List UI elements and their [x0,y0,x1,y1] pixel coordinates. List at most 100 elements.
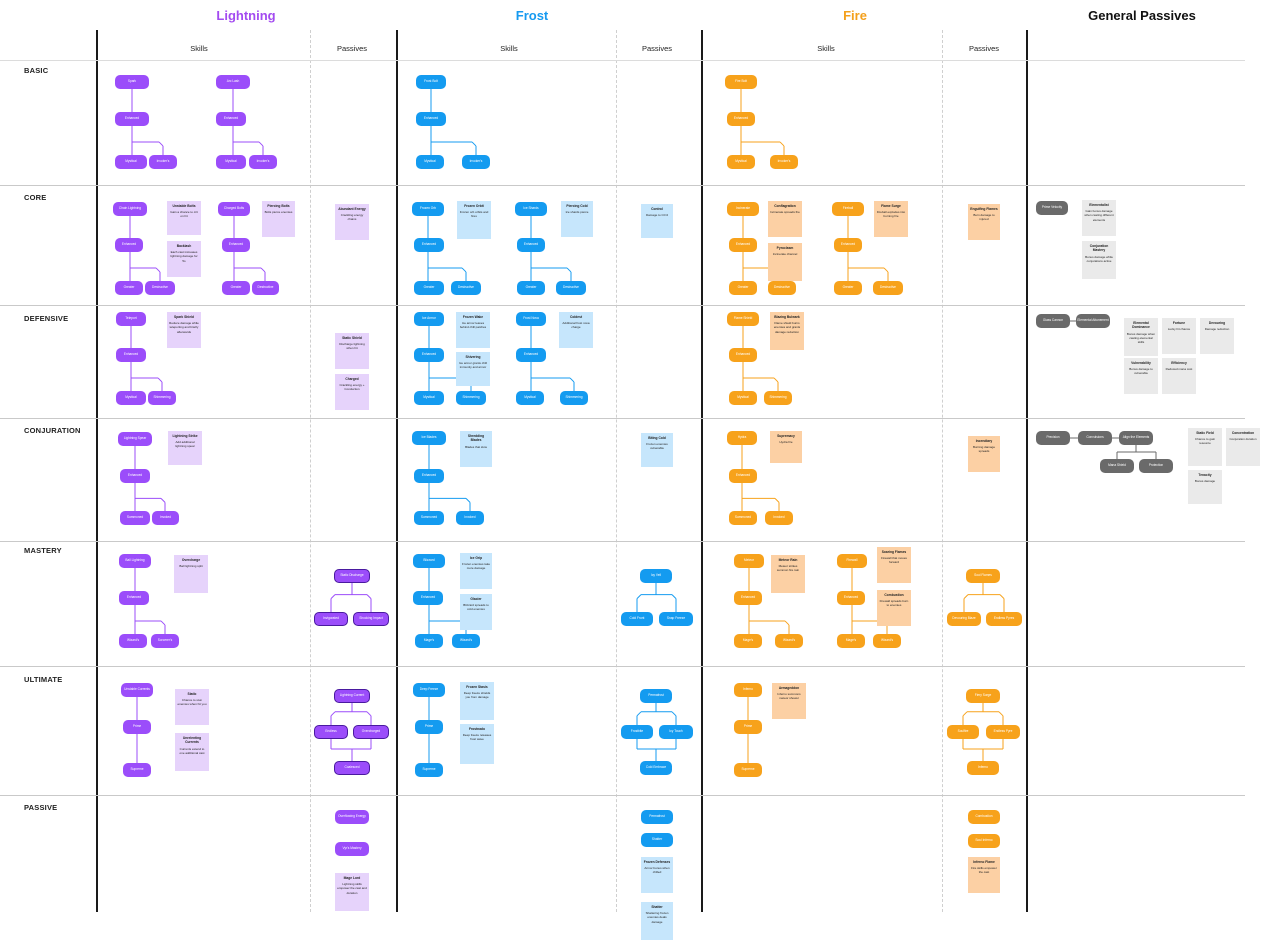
passive-note[interactable]: Unrelenting Currents Currents extend to o… [175,733,209,771]
passive-node[interactable]: Devouring Blaze [947,612,981,626]
passive-node[interactable]: Soul Inferno [968,834,1000,848]
passive-note[interactable]: Piercing Bolts Bolts pierce enemies [262,201,295,237]
passive-note[interactable]: Meteor Rain Meteor strikes summon fire ra… [771,555,805,593]
skill-node[interactable]: Destructive [556,281,586,295]
passive-note[interactable]: Frostnado Deep freeze releases frost wave [460,724,494,764]
skill-node[interactable]: Meteor [734,554,764,568]
passive-node[interactable]: Vyr's Mastery [335,842,369,856]
skill-node[interactable]: Enhanced [116,348,146,362]
skill-node[interactable]: Enhanced [729,238,757,252]
passive-note[interactable]: Shatter Shattering frozen enemies deals d… [641,902,673,940]
general-passive-note[interactable]: Fortune Lucky hit chance [1162,318,1196,354]
skill-node[interactable]: Mage's [837,634,865,648]
general-passive-note[interactable]: Conjuration Mastery Bonus damage while co… [1082,241,1116,279]
skill-node[interactable]: Summoned [414,511,444,525]
skill-node[interactable]: Ice Armor [414,312,444,326]
passive-note[interactable]: Engulfing Flames Burn damage to injured [968,204,1000,240]
skill-node[interactable]: Invoked [456,511,484,525]
general-passive-node[interactable]: Elemental Attunement [1076,314,1110,328]
passive-node[interactable]: Cold Front [621,612,653,626]
skill-node[interactable]: Prime [734,720,762,734]
skill-node[interactable]: Prime [415,720,443,734]
passive-node[interactable]: Lightning Current [334,689,370,703]
skill-node[interactable]: Invoked [765,511,793,525]
passive-node[interactable]: Icy Touch [659,725,693,739]
passive-node[interactable]: Endless Pyre [986,725,1020,739]
skill-node[interactable]: Wizard's [775,634,803,648]
skill-node[interactable]: Charged Bolts [218,202,250,216]
passive-note[interactable]: Biting Cold Frozen enemies vulnerable [641,433,673,467]
skill-node[interactable]: Enhanced [727,112,755,126]
skill-node[interactable]: Invoker's [770,155,798,169]
skill-node[interactable]: Enhanced [729,469,757,483]
skill-node[interactable]: Greater [222,281,250,295]
skill-node[interactable]: Greater [834,281,862,295]
skill-node[interactable]: Hydra [727,431,757,445]
passive-note[interactable]: Unstable Bolts Gain a chance to crit on h… [167,201,201,235]
skill-node[interactable]: Invoker's [149,155,177,169]
skill-node[interactable]: Enhanced [413,591,443,605]
skill-node[interactable]: Frost Bolt [416,75,446,89]
skill-node[interactable]: Destructive [145,281,175,295]
passive-node[interactable]: Endless [314,725,348,739]
passive-node[interactable]: Endless Pyres [986,612,1022,626]
passive-note[interactable]: Frozen Wake Ice armor leaves behind chill… [456,312,490,348]
passive-note[interactable]: Spark Shield Reduce damage while teleport… [167,312,201,348]
skill-node[interactable]: Greater [729,281,757,295]
skill-node[interactable]: Shimmering [456,391,486,405]
passive-note[interactable]: Supremacy Hydra fire [770,431,802,463]
general-passive-note[interactable]: Concentration Conjuration duration [1226,428,1260,466]
skill-node[interactable]: Teleport [116,312,146,326]
skill-node[interactable]: Enhanced [516,348,546,362]
skill-node[interactable]: Mystical [416,155,444,169]
skill-node[interactable]: Frost Nova [516,312,546,326]
general-passive-node[interactable]: Mana Shield [1100,459,1134,473]
passive-node[interactable]: Shatter [641,833,673,847]
skill-node[interactable]: Mystical [414,391,444,405]
skill-node[interactable]: Mystical [216,155,246,169]
passive-note[interactable]: Backlash Each cast increases lightning da… [167,241,201,277]
skill-node[interactable]: Arc Lash [216,75,250,89]
passive-node[interactable]: Permafrost [641,810,673,824]
passive-note[interactable]: Control Damage to CC'd [641,204,673,238]
skill-node[interactable]: Unstable Currents [121,683,153,697]
passive-note[interactable]: Frozen Orbit Frozen orb orbits and fires [457,201,491,239]
skill-node[interactable]: Enhanced [734,591,762,605]
passive-note[interactable]: Glacier Blizzard spreads to cold enemies [460,594,492,630]
skill-node[interactable]: Deep Freeze [413,683,445,697]
skill-node[interactable]: Mystical [516,391,544,405]
skill-node[interactable]: Enhanced [414,469,444,483]
general-passive-node[interactable]: Precision [1036,431,1070,445]
passive-note[interactable]: Frozen Defenses Armor bonus when chilled [641,857,673,893]
passive-node[interactable]: Shocking Impact [353,612,389,626]
skill-node[interactable]: Ice Blades [412,431,446,445]
skill-node[interactable]: Enhanced [414,348,444,362]
passive-node[interactable]: Cold Embrace [640,761,672,775]
general-passive-note[interactable]: Efficiency Reduced mana cost [1162,358,1196,394]
skill-node[interactable]: Greater [414,281,444,295]
general-passive-node[interactable]: Glass Cannon [1036,314,1070,328]
skill-node[interactable]: Fire Bolt [725,75,757,89]
passive-note[interactable]: Static Chance to stun enemies when hit yo… [175,689,209,725]
general-passive-note[interactable]: Tenacity Bonus damage [1188,470,1222,504]
skill-node[interactable]: Enhanced [416,112,446,126]
skill-node[interactable]: Mystical [116,391,146,405]
passive-node[interactable]: Overcharged [353,725,389,739]
skill-node[interactable]: Supreme [415,763,443,777]
skill-node[interactable]: Greater [115,281,143,295]
passive-note[interactable]: Ice Grip Frozen enemies take more damage [460,553,492,589]
passive-node[interactable]: Snap Freeze [659,612,693,626]
general-passive-node[interactable]: Prime Velocity [1036,201,1068,215]
passive-note[interactable]: Lightning Strike Add additional lightning… [168,431,202,465]
passive-node[interactable]: Static Discharge [334,569,370,583]
passive-node[interactable]: Soul Flames [966,569,1000,583]
skill-node[interactable]: Summoned [729,511,757,525]
skill-node[interactable]: Ball Lightning [119,554,151,568]
skill-node[interactable]: Ice Shards [515,202,547,216]
general-passive-node[interactable]: Protection [1139,459,1173,473]
passive-note[interactable]: Conflagration Incinerate spreads fire [768,201,802,237]
skill-node[interactable]: Sorcerer's [151,634,179,648]
skill-node[interactable]: Spark [115,75,149,89]
passive-note[interactable]: Blazing Bulwark Flame shield burns enemie… [770,312,804,350]
passive-node[interactable]: Invigorated [314,612,348,626]
